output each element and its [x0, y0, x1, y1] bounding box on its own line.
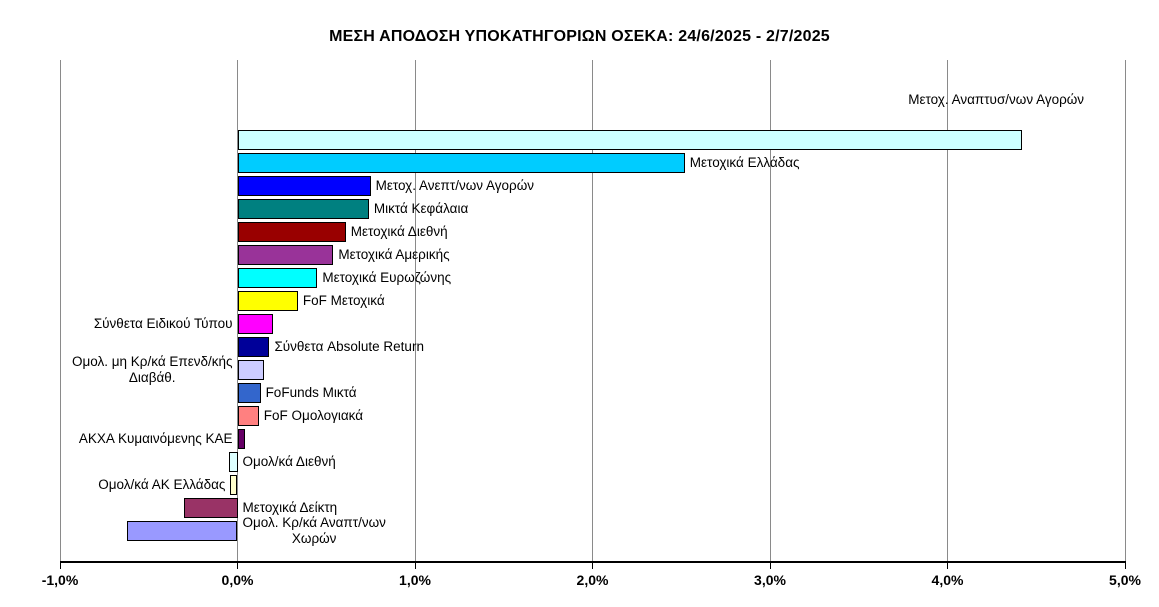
axis-tick	[769, 561, 771, 569]
bar-label: Ομολ. μη Κρ/κά Επενδ/κής Διαβάθ.	[71, 354, 233, 385]
bar-label: Μετοχ. Αναπτυσ/νων Αγορών	[908, 92, 1085, 107]
bar-label: Μετοχικά Δείκτη	[242, 500, 338, 515]
axis-tick	[1124, 561, 1126, 569]
axis-tick	[414, 561, 416, 569]
gridline	[769, 60, 771, 561]
bar-label: Μετοχ. Ανεπτ/νων Αγορών	[375, 178, 534, 193]
bar-label: Σύνθετα Ειδικού Τύπου	[93, 316, 233, 331]
bar	[230, 475, 238, 495]
axis-tick	[237, 561, 238, 569]
bar-label: Μετοχικά Ευρωζώνης	[322, 270, 452, 285]
bar	[127, 521, 238, 541]
x-tick-label: 5,0%	[1109, 572, 1141, 588]
axis-tick	[59, 561, 61, 569]
bar-label: Μετοχικά Αμερικής	[338, 247, 450, 262]
bar	[184, 498, 238, 518]
x-tick-label: 2,0%	[576, 572, 609, 588]
x-tick-label: 1,0%	[399, 572, 431, 588]
bar-label: Ομολ/κά Διεθνή	[242, 454, 336, 469]
x-axis: -1,0% 0,0% 1,0% 2,0% 3,0% 4,0% 5,0%	[42, 572, 1141, 594]
axis-tick	[947, 561, 948, 569]
chart-title: ΜΕΣΗ ΑΠΟΔΟΣΗ ΥΠΟΚΑΤΗΓΟΡΙΩΝ ΟΣΕΚΑ: 24/6/2…	[329, 28, 830, 45]
bar	[237, 130, 1023, 150]
bar	[228, 452, 238, 472]
bar	[237, 406, 259, 426]
x-tick-label: 0,0%	[221, 572, 254, 588]
x-tick-label: 4,0%	[931, 572, 964, 588]
bar-label: ΑΚΧΑ Κυμαινόμενης ΚΑΕ	[78, 431, 233, 446]
x-tick-label: 3,0%	[754, 572, 786, 588]
bar-label: Ομολ. Κρ/κά Αναπτ/νων Χωρών	[242, 515, 386, 546]
bar	[237, 429, 245, 449]
gridline	[1124, 60, 1126, 561]
gridline	[59, 60, 61, 561]
plot-area: Μετοχ. Αναπτυσ/νων Αγορών Μετοχικά Ελλάδα…	[59, 60, 1126, 569]
bar	[237, 245, 334, 265]
bar-label: Ομολ/κά ΑΚ Ελλάδας	[98, 477, 226, 492]
bar	[237, 291, 298, 311]
bar	[237, 153, 685, 173]
bar-label: Μικτά Κεφάλαια	[373, 201, 469, 216]
bar-label: Μετοχικά Ελλάδας	[689, 155, 800, 170]
bar	[237, 222, 346, 242]
bar	[237, 360, 265, 380]
bar	[237, 268, 318, 288]
bar-label: FoF Μετοχικά	[302, 293, 385, 308]
gridline	[947, 60, 948, 561]
axis-tick	[592, 561, 593, 569]
bar-label: FoFunds Μικτά	[265, 385, 357, 400]
bar	[237, 383, 261, 403]
bar-label: Μετοχικά Διεθνή	[350, 224, 448, 239]
bar-label: FoF Ομολογιακά	[263, 408, 364, 423]
bar-label: Σύνθετα Absolute Return	[274, 339, 424, 354]
gridline	[414, 60, 416, 561]
bar	[237, 199, 369, 219]
bar	[237, 314, 273, 334]
x-tick-label: -1,0%	[41, 572, 79, 588]
bar	[237, 337, 270, 357]
gridline	[592, 60, 593, 561]
bar	[237, 176, 371, 196]
